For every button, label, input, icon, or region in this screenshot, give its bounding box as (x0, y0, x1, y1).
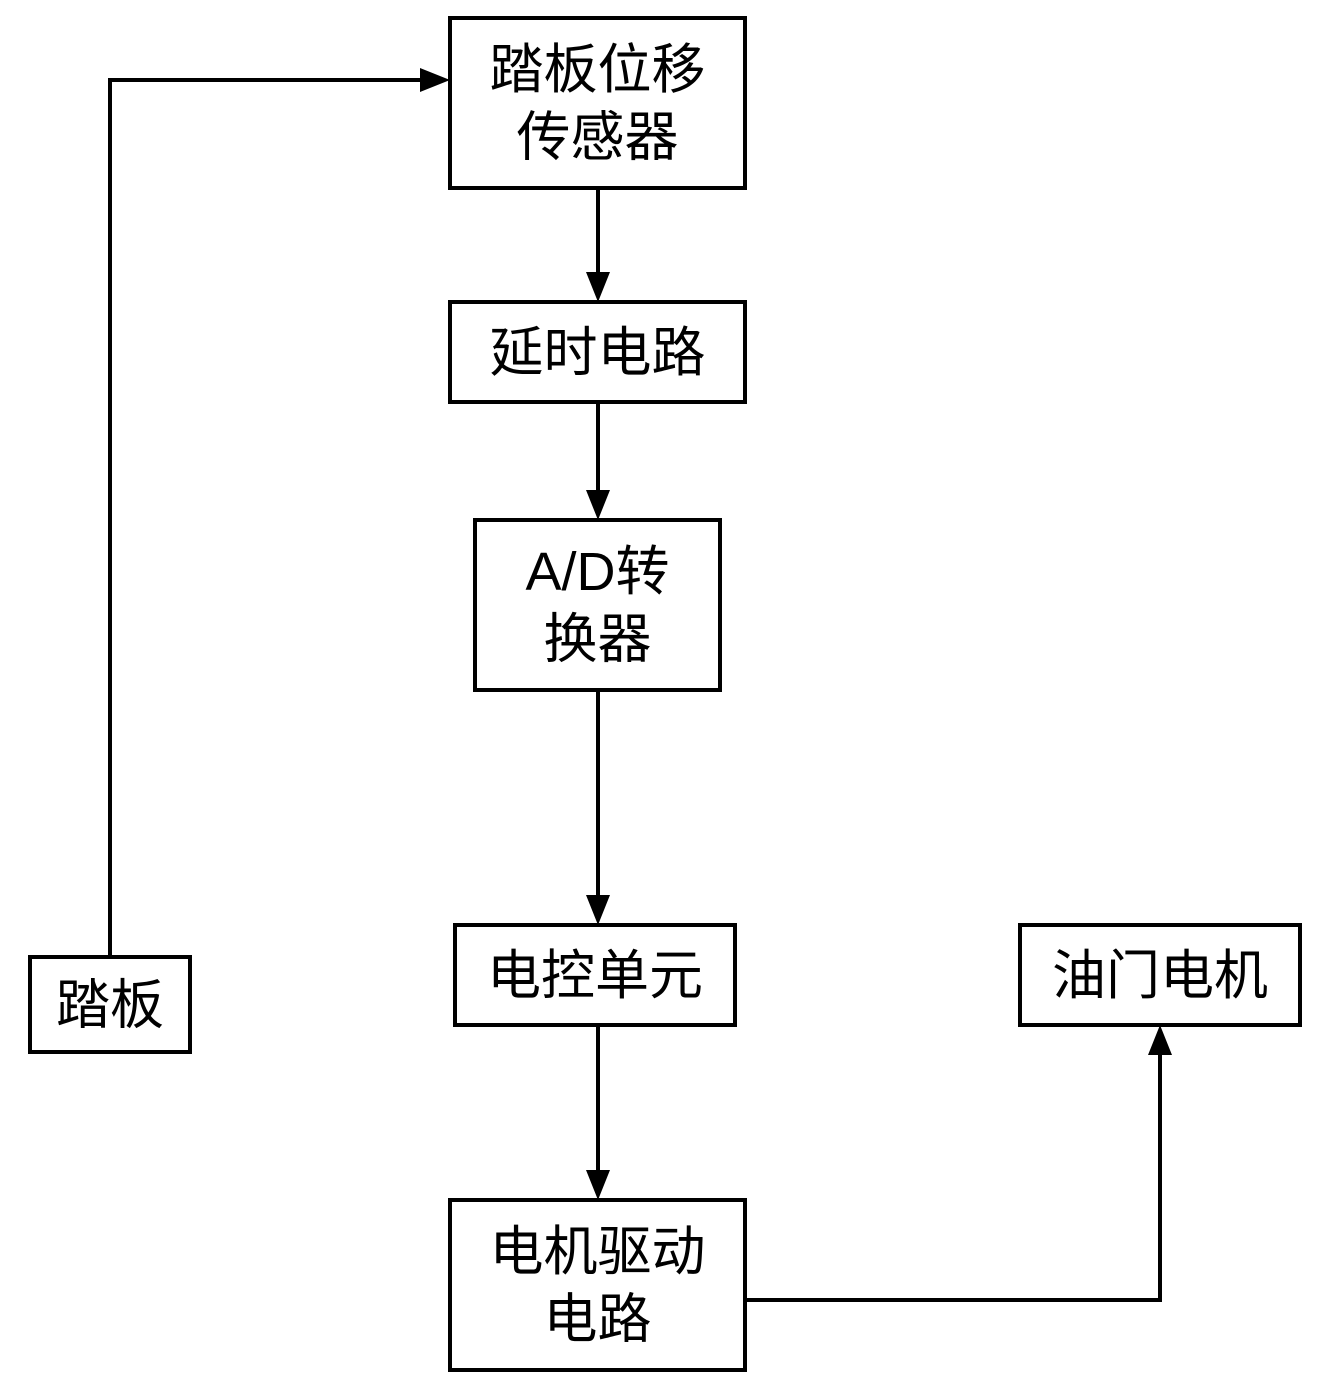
node-driver-label-0: 电机驱动 (490, 1222, 706, 1282)
node-pedal: 踏板 (30, 957, 190, 1052)
node-adc-label-0: A/D转 (525, 542, 669, 602)
edge-pedal-sensor (110, 80, 432, 957)
node-delay-label-0: 延时电路 (490, 323, 706, 383)
node-driver-label-1: 电路 (544, 1290, 652, 1350)
node-motor-label-0: 油门电机 (1052, 946, 1268, 1006)
flowchart-canvas: 踏板 踏板位移传感器延时电路 A/D转换器电控单元电机驱动电路 油门电机 (0, 0, 1324, 1396)
node-motor: 油门电机 (1020, 925, 1300, 1025)
node-ecu: 电控单元 (455, 925, 735, 1025)
node-adc: A/D转换器 (475, 520, 720, 690)
edge-driver-motor (745, 1043, 1160, 1300)
node-delay: 延时电路 (450, 302, 745, 402)
node-sensor-label-0: 踏板位移 (490, 40, 706, 100)
node-driver: 电机驱动电路 (450, 1200, 745, 1370)
node-pedal-label-0: 踏板 (56, 975, 164, 1035)
node-sensor-label-1: 传感器 (517, 108, 679, 168)
node-adc-label-1: 换器 (544, 610, 652, 670)
node-sensor: 踏板位移传感器 (450, 18, 745, 188)
node-ecu-label-0: 电控单元 (487, 946, 703, 1006)
